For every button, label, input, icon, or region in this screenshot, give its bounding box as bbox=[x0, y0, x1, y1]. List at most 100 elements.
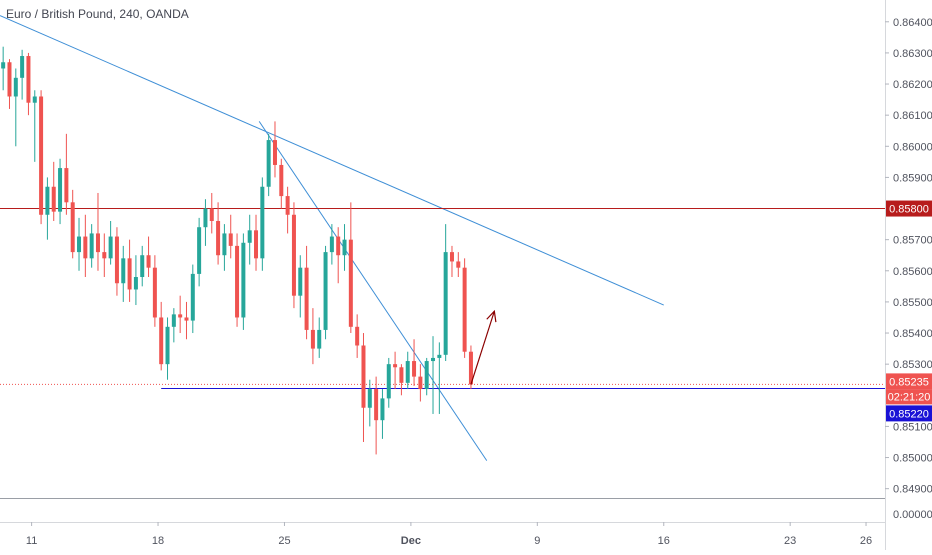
candle bbox=[367, 379, 372, 427]
candle bbox=[317, 317, 322, 358]
candle-body bbox=[462, 267, 467, 352]
candle bbox=[127, 239, 132, 302]
candle bbox=[412, 339, 417, 386]
candle bbox=[272, 121, 277, 178]
candle bbox=[291, 202, 296, 309]
candle bbox=[260, 177, 265, 271]
candle-body bbox=[367, 389, 372, 408]
candle bbox=[203, 199, 208, 246]
candle-body bbox=[399, 367, 404, 383]
candle-body bbox=[449, 252, 454, 262]
candle-body bbox=[178, 314, 183, 318]
candle bbox=[45, 177, 50, 240]
candle-body bbox=[317, 329, 322, 349]
candle-body bbox=[146, 255, 151, 268]
line-steep-downtrend[interactable] bbox=[258, 121, 488, 461]
y-tick-label: 0.85100 bbox=[893, 421, 932, 433]
candle-body bbox=[336, 236, 341, 256]
candle bbox=[254, 214, 259, 271]
arrow-shaft[interactable] bbox=[470, 311, 495, 385]
y-axis-panel[interactable] bbox=[885, 0, 932, 550]
candle bbox=[336, 227, 341, 284]
candle bbox=[209, 192, 214, 234]
candle-body bbox=[140, 255, 145, 278]
candle bbox=[374, 376, 379, 455]
candle-body bbox=[32, 96, 37, 103]
candle bbox=[285, 186, 290, 234]
x-tick-label: 9 bbox=[534, 535, 540, 547]
candle-body bbox=[235, 245, 240, 318]
candle bbox=[329, 224, 334, 265]
candle bbox=[32, 90, 37, 162]
candle bbox=[20, 49, 25, 100]
candle bbox=[247, 214, 252, 265]
candle-body bbox=[437, 354, 442, 358]
candle-body bbox=[121, 258, 126, 284]
candle-body bbox=[13, 77, 18, 97]
candle-body bbox=[348, 239, 353, 327]
candle bbox=[418, 364, 423, 402]
candle-body bbox=[285, 196, 290, 215]
y-tick-label: 0.84900 bbox=[893, 484, 932, 496]
x-axis: 11 18 25 Dec 9 16 23 26 bbox=[26, 522, 872, 547]
candle-body bbox=[241, 242, 246, 318]
candle-body bbox=[171, 314, 176, 327]
candle-body bbox=[298, 267, 303, 296]
candle-body bbox=[184, 317, 189, 321]
resistance-price-label: 0.85800 bbox=[889, 204, 929, 216]
candle bbox=[399, 364, 404, 396]
candle bbox=[102, 233, 107, 278]
candle bbox=[449, 245, 454, 278]
candle bbox=[462, 258, 467, 358]
candle-body bbox=[304, 267, 309, 330]
resistance-price-label-bg bbox=[886, 200, 932, 217]
candle bbox=[26, 52, 31, 116]
arrow-layer[interactable] bbox=[470, 309, 497, 385]
candle-body bbox=[355, 326, 360, 346]
candle bbox=[405, 351, 410, 390]
candle bbox=[310, 308, 315, 365]
candle-body bbox=[222, 233, 227, 256]
candle-body bbox=[424, 361, 429, 390]
y-tick-label: 0.85000 bbox=[893, 453, 932, 465]
candle-body bbox=[310, 329, 315, 349]
candle bbox=[190, 264, 195, 334]
candle-body bbox=[279, 164, 284, 197]
candle-body bbox=[114, 236, 119, 284]
candle bbox=[228, 214, 233, 259]
line-long-downtrend[interactable] bbox=[0, 15, 664, 306]
x-tick-label: Dec bbox=[401, 535, 421, 547]
candle-body bbox=[39, 96, 44, 215]
y-tick-label: 0.85400 bbox=[893, 328, 932, 340]
x-tick-label: 25 bbox=[278, 535, 290, 547]
candle bbox=[159, 301, 164, 371]
candle bbox=[361, 333, 366, 442]
candle bbox=[70, 189, 75, 259]
candle-body bbox=[133, 277, 138, 290]
support-price-label-bg bbox=[886, 405, 932, 422]
candle bbox=[355, 314, 360, 358]
y-tick-label: 0.86400 bbox=[893, 17, 932, 29]
drawing-lines[interactable] bbox=[0, 15, 885, 461]
candle-body bbox=[102, 252, 107, 259]
candle-body bbox=[83, 236, 88, 259]
candle-body bbox=[266, 140, 271, 187]
candle-body bbox=[45, 186, 50, 215]
candle-body bbox=[77, 236, 82, 253]
candle-body bbox=[260, 186, 265, 259]
candle bbox=[77, 217, 82, 271]
x-axis-panel[interactable] bbox=[0, 522, 885, 550]
price-labels: 0.85800 0.85235 02:21:20 0.85220 bbox=[886, 200, 932, 422]
arrow-head[interactable] bbox=[486, 309, 497, 323]
candle-body bbox=[386, 364, 391, 399]
candle-body bbox=[291, 214, 296, 296]
candle bbox=[58, 158, 63, 225]
candle-body bbox=[468, 351, 473, 385]
candle bbox=[121, 245, 126, 302]
y-tick-label: 0.85300 bbox=[893, 359, 932, 371]
candle-body bbox=[412, 361, 417, 377]
candle bbox=[216, 202, 221, 265]
candle bbox=[114, 227, 119, 296]
